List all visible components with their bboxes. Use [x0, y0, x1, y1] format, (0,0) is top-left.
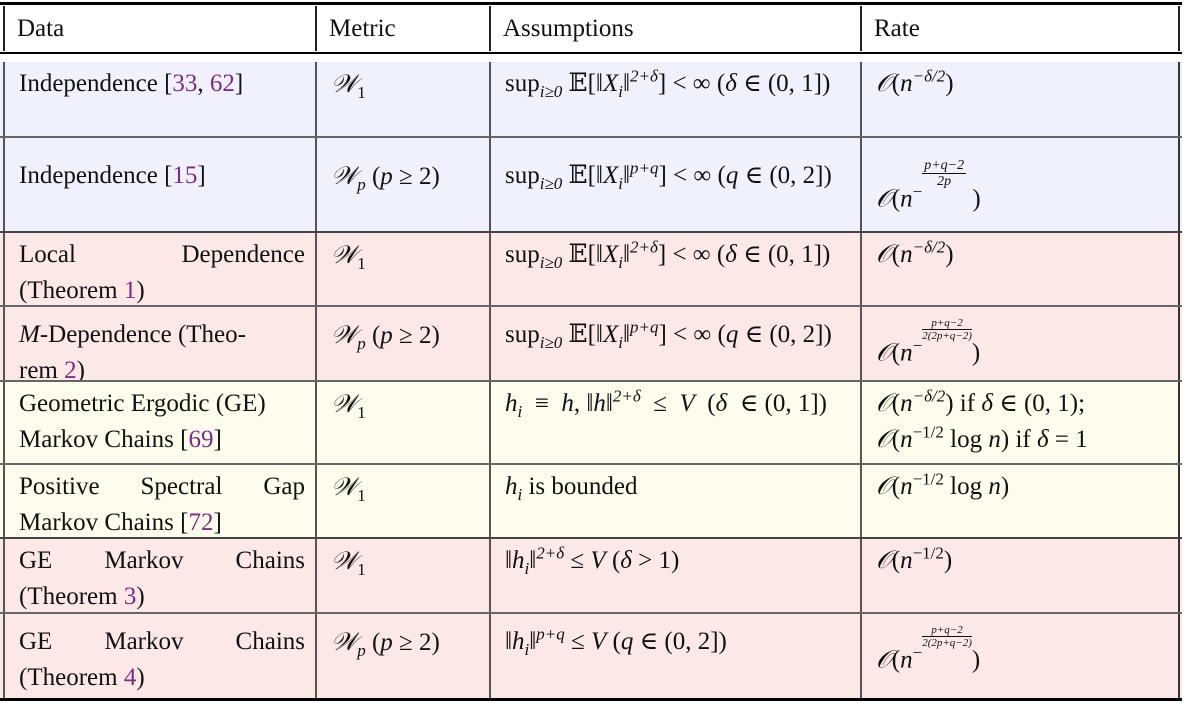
table-row: Independence [15] 𝒲p (p ≥ 2) supi≥0 𝔼[‖X… — [0, 136, 1182, 233]
cell-assumptions: supi≥0 𝔼[‖Xi‖p+q] < ∞ (q ∈ (0, 2]) — [489, 307, 860, 382]
cell-data: GE Markov Chains (Theorem 3) — [3, 539, 315, 614]
cell-data: M-Dependence (Theo-rem 2) — [3, 307, 315, 384]
citation-link[interactable]: 15 — [172, 162, 198, 189]
table-row: Positive Spectral Gap Markov Chains [72] 𝒲1… — [0, 463, 1182, 539]
header-data: Data — [3, 6, 315, 51]
cell-data: Geometric Ergodic (GE) Markov Chains [69] — [3, 382, 315, 465]
citation-link[interactable]: 33 — [172, 70, 198, 97]
mid-rule — [0, 52, 1182, 54]
theorem-link[interactable]: 4 — [123, 664, 137, 691]
citation-link[interactable]: 62 — [209, 70, 235, 97]
cell-data: GE Markov Chains (Theorem 4) — [3, 614, 315, 698]
table-row: Geometric Ergodic (GE) Markov Chains [69]… — [0, 380, 1182, 465]
table-row: Local Dependence (Theorem 1) 𝒲1 supi≥0 𝔼[‖… — [0, 231, 1182, 307]
cell-assumptions: ‖hi‖2+δ ≤ V (δ > 1) — [489, 539, 860, 614]
cell-rate: 𝒪(n−δ/2) if δ ∈ (0, 1); 𝒪(n−1/2 log n) if… — [860, 382, 1180, 465]
cell-rate: 𝒪(n−1/2 log n) — [860, 465, 1180, 539]
cell-metric: 𝒲1 — [315, 539, 489, 614]
cell-data: Positive Spectral Gap Markov Chains [72] — [3, 465, 315, 539]
table-header: Data Metric Assumptions Rate — [0, 6, 1182, 51]
cell-assumptions: hi is bounded — [489, 465, 860, 539]
cell-data: Independence [15] — [3, 138, 315, 233]
cell-metric: 𝒲1 — [315, 233, 489, 307]
bottom-rule — [0, 698, 1182, 701]
cell-rate: 𝒪(n− p+q−2 2(2p+q−2)) — [860, 614, 1180, 698]
theorem-link[interactable]: 2 — [64, 357, 77, 384]
table-row: GE Markov Chains (Theorem 4) 𝒲p (p ≥ 2) ‖hi… — [0, 612, 1182, 698]
cell-assumptions: hi ≡ h, ‖h‖2+δ ≤ V (δ ∈ (0, 1]) — [489, 382, 860, 465]
cell-rate: 𝒪(n−δ/2) — [860, 62, 1180, 136]
cell-rate: 𝒪(n− p+q−2 2(2p+q−2)) — [860, 307, 1180, 382]
cell-metric: 𝒲p (p ≥ 2) — [315, 307, 489, 382]
citation-link[interactable]: 72 — [188, 509, 214, 536]
table-row: M-Dependence (Theo-rem 2) 𝒲p (p ≥ 2) sup… — [0, 305, 1182, 384]
header-assumptions: Assumptions — [489, 6, 860, 51]
cell-metric: 𝒲1 — [315, 62, 489, 136]
header-rate: Rate — [860, 6, 1180, 51]
cell-rate: 𝒪(n−δ/2) — [860, 233, 1180, 307]
top-rule — [0, 2, 1182, 5]
cell-assumptions: supi≥0 𝔼[‖Xi‖2+δ] < ∞ (δ ∈ (0, 1]) — [489, 62, 860, 136]
table-row: Independence [33, 62] 𝒲1 supi≥0 𝔼[‖Xi‖2+… — [0, 62, 1182, 136]
cell-rate: 𝒪(n−1/2) — [860, 539, 1180, 614]
citation-link[interactable]: 69 — [188, 426, 214, 453]
table-row: GE Markov Chains (Theorem 3) 𝒲1 ‖hi‖2+δ ≤ V… — [0, 537, 1182, 614]
cell-metric: 𝒲p (p ≥ 2) — [315, 138, 489, 233]
cell-metric: 𝒲p (p ≥ 2) — [315, 614, 489, 698]
cell-metric: 𝒲1 — [315, 382, 489, 465]
theorem-link[interactable]: 3 — [123, 583, 137, 610]
cell-data: Independence [33, 62] — [3, 62, 315, 136]
cell-assumptions: supi≥0 𝔼[‖Xi‖p+q] < ∞ (q ∈ (0, 2]) — [489, 138, 860, 233]
cell-rate: 𝒪(n− p+q−2 2p ) — [860, 138, 1180, 233]
cell-metric: 𝒲1 — [315, 465, 489, 539]
theorem-link[interactable]: 1 — [123, 277, 137, 304]
header-metric: Metric — [315, 6, 489, 51]
cell-assumptions: ‖hi‖p+q ≤ V (q ∈ (0, 2]) — [489, 614, 860, 698]
cell-data: Local Dependence (Theorem 1) — [3, 233, 315, 307]
cell-assumptions: supi≥0 𝔼[‖Xi‖2+δ] < ∞ (δ ∈ (0, 1]) — [489, 233, 860, 307]
